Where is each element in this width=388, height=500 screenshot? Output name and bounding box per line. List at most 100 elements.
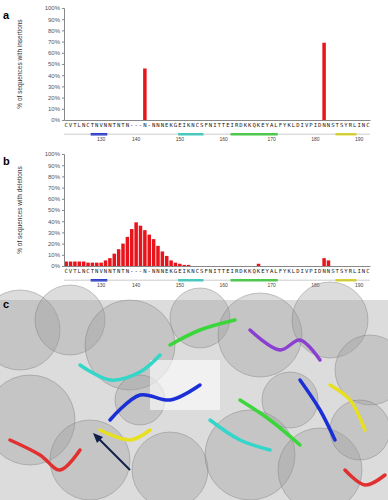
x-tick-label: N: [191, 122, 194, 128]
surface: [330, 400, 388, 460]
x-tick-label: S: [340, 122, 343, 128]
x-tick: I: [213, 120, 216, 128]
y-tick-label: 90%: [48, 17, 61, 23]
y-tick: 40%: [48, 219, 64, 225]
x-tick-label: N: [156, 122, 159, 128]
bar: [143, 68, 146, 120]
bar: [340, 120, 343, 121]
x-tick: -: [134, 266, 137, 274]
x-tick-label: S: [340, 268, 343, 274]
bar: [239, 120, 242, 121]
y-tick-label: 30%: [48, 84, 61, 90]
bar: [178, 264, 181, 266]
y-axis-line: [62, 155, 65, 267]
bar: [357, 266, 360, 267]
bar: [200, 120, 203, 121]
y-tick-mark: [62, 8, 64, 9]
x-tick-label: N: [152, 122, 155, 128]
x-tick: N: [117, 120, 120, 128]
bar: [231, 120, 234, 121]
y-tick-mark: [62, 30, 64, 31]
y-tick-label: 10%: [48, 106, 61, 112]
x-tick-label: S: [200, 122, 203, 128]
y-tick: 70%: [48, 185, 64, 191]
y-tick-mark: [62, 232, 64, 233]
x-tick: -: [130, 120, 133, 128]
bar: [169, 260, 172, 266]
y-tick: 30%: [48, 230, 64, 236]
bar: [287, 120, 290, 121]
bar: [305, 266, 308, 267]
y-tick: 40%: [48, 73, 64, 79]
x-tick: C: [86, 120, 89, 128]
x-tick: N: [209, 266, 212, 274]
bar: [217, 266, 220, 267]
y-tick-label: 20%: [48, 95, 61, 101]
x-tick-label: N: [95, 268, 98, 274]
x-tick: N: [117, 266, 120, 274]
bar: [353, 266, 356, 267]
bar: [78, 120, 81, 121]
bar: [274, 120, 277, 121]
bar: [217, 120, 220, 121]
x-tick-label: N: [126, 122, 129, 128]
bar: [344, 266, 347, 267]
bar: [213, 266, 216, 267]
x-tick-label: N: [82, 268, 85, 274]
x-tick-label: N: [117, 268, 120, 274]
x-tick-label: I: [314, 268, 317, 274]
x-tick: C: [196, 266, 199, 274]
bar: [296, 120, 299, 121]
bar: [318, 266, 321, 267]
bar: [99, 263, 102, 266]
x-tick: I: [314, 120, 317, 128]
x-tick-label: N: [108, 122, 111, 128]
x-tick-label: N: [322, 122, 325, 128]
bar: [95, 120, 98, 121]
x-axis-line: [65, 266, 371, 267]
strand: [80, 355, 160, 380]
bar: [95, 263, 98, 266]
bar: [113, 120, 116, 121]
y-tick: 80%: [48, 28, 64, 34]
x-tick-label: N: [143, 122, 146, 128]
residue-number: 160: [219, 136, 228, 142]
bar: [270, 120, 273, 121]
bar: [82, 262, 85, 266]
x-axis-line: [65, 120, 371, 121]
x-tick-label: C: [366, 268, 369, 274]
bar: [200, 266, 203, 267]
x-tick: I: [231, 266, 234, 274]
residue-number: 150: [176, 136, 185, 142]
bar: [156, 246, 159, 266]
y-tick: 100%: [45, 151, 64, 157]
bar: [204, 266, 207, 267]
x-tick: -: [134, 120, 137, 128]
bar: [248, 266, 251, 267]
y-tick-mark: [62, 255, 64, 256]
y-tick: 70%: [48, 39, 64, 45]
y-tick-mark: [62, 176, 64, 177]
bar: [108, 258, 111, 266]
bar: [169, 120, 172, 121]
surface: [218, 293, 302, 377]
x-tick: N: [108, 266, 111, 274]
bar: [161, 120, 164, 121]
bar: [257, 264, 260, 266]
bar: [261, 266, 264, 267]
bar: [126, 120, 129, 121]
y-axis-line: [62, 9, 65, 121]
y-tick: 90%: [48, 17, 64, 23]
x-tick-label: N: [108, 268, 111, 274]
x-tick-label: N: [152, 268, 155, 274]
y-tick-mark: [62, 53, 64, 54]
bar: [126, 237, 129, 266]
strand: [240, 400, 300, 445]
strand: [10, 440, 80, 470]
bar: [340, 266, 343, 267]
y-tick-mark: [62, 75, 64, 76]
bar: [147, 235, 150, 266]
y-tick-label: 70%: [48, 185, 61, 191]
bar: [222, 120, 225, 121]
x-tick: N: [104, 120, 107, 128]
